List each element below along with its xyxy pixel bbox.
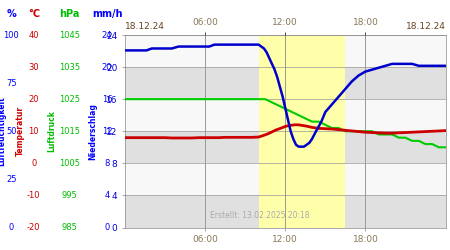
Text: °C: °C (28, 9, 40, 19)
Text: 25: 25 (6, 175, 17, 184)
Text: hPa: hPa (59, 9, 80, 19)
Text: 75: 75 (6, 78, 17, 88)
Text: -10: -10 (27, 191, 40, 200)
Text: 20: 20 (102, 62, 112, 72)
Text: 1025: 1025 (59, 95, 80, 104)
Bar (125, 99, 446, 131)
Text: Luftfeuchtigkeit: Luftfeuchtigkeit (0, 96, 6, 166)
Bar (125, 163, 446, 196)
Text: 1035: 1035 (59, 62, 80, 72)
Text: 0: 0 (104, 223, 110, 232)
Text: Niederschlag: Niederschlag (89, 103, 98, 160)
Bar (125, 67, 446, 99)
Text: 50: 50 (6, 127, 17, 136)
Text: 18.12.24: 18.12.24 (405, 22, 446, 31)
Text: Temperatur: Temperatur (16, 106, 25, 156)
Text: 40: 40 (28, 30, 39, 40)
Text: Erstellt: 13.02.2025 20:18: Erstellt: 13.02.2025 20:18 (210, 211, 310, 220)
Bar (125, 131, 446, 163)
Text: 1005: 1005 (59, 159, 80, 168)
Text: 995: 995 (62, 191, 77, 200)
Text: 24: 24 (102, 30, 112, 40)
Bar (259, 35, 345, 228)
Text: mm/h: mm/h (92, 9, 122, 19)
Text: -20: -20 (27, 223, 40, 232)
Text: 20: 20 (28, 95, 39, 104)
Text: 18.12.24: 18.12.24 (125, 22, 165, 31)
Text: 985: 985 (62, 223, 78, 232)
Text: 4: 4 (104, 191, 110, 200)
Text: 0: 0 (31, 159, 36, 168)
Text: %: % (6, 9, 16, 19)
Text: 1045: 1045 (59, 30, 80, 40)
Text: 30: 30 (28, 62, 39, 72)
Text: 16: 16 (102, 95, 112, 104)
Bar (125, 35, 446, 67)
Bar (125, 196, 446, 228)
Text: 0: 0 (9, 223, 14, 232)
Text: 10: 10 (28, 127, 39, 136)
Text: Luftdruck: Luftdruck (47, 110, 56, 152)
Text: 100: 100 (4, 30, 19, 40)
Text: 8: 8 (104, 159, 110, 168)
Text: 12: 12 (102, 127, 112, 136)
Text: 1015: 1015 (59, 127, 80, 136)
